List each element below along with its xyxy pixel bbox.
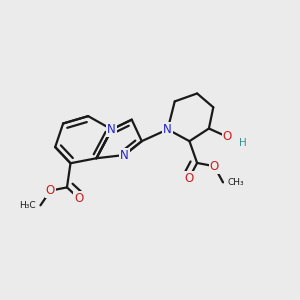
Text: H: H xyxy=(239,138,247,148)
Text: N: N xyxy=(120,148,129,161)
Text: N: N xyxy=(107,123,116,136)
Text: O: O xyxy=(210,160,219,173)
Text: O: O xyxy=(46,184,55,197)
Text: CH₃: CH₃ xyxy=(227,178,244,187)
Text: O: O xyxy=(223,130,232,143)
Text: O: O xyxy=(74,192,83,205)
Text: O: O xyxy=(184,172,194,185)
Text: H₃C: H₃C xyxy=(20,201,36,210)
Text: N: N xyxy=(163,123,172,136)
